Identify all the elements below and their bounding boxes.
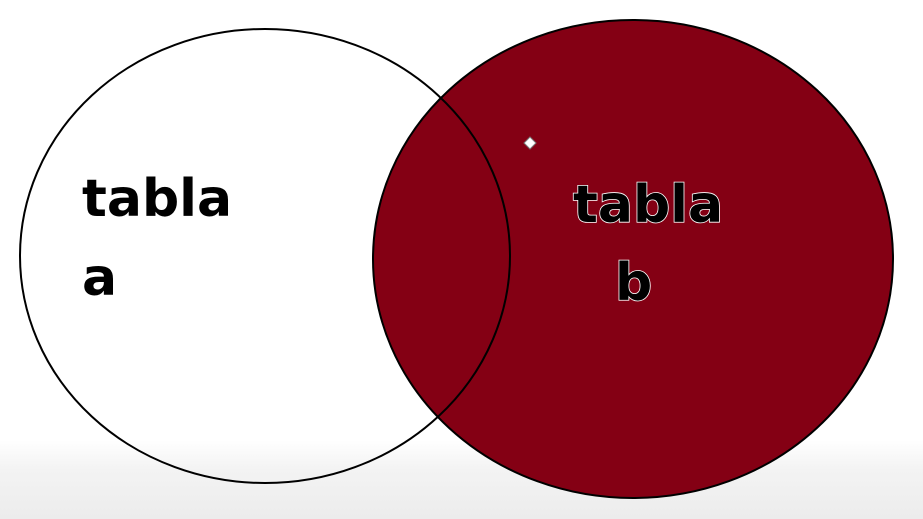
set-a-label-line2: a (82, 248, 117, 308)
cursor-marker (523, 136, 537, 150)
set-b-label-line2: b (615, 253, 652, 313)
set-a-circle (19, 28, 511, 484)
set-a-label-line1: tabla (82, 169, 232, 229)
set-b-label-line1: tabla (573, 175, 723, 235)
set-b-circle (372, 19, 894, 499)
